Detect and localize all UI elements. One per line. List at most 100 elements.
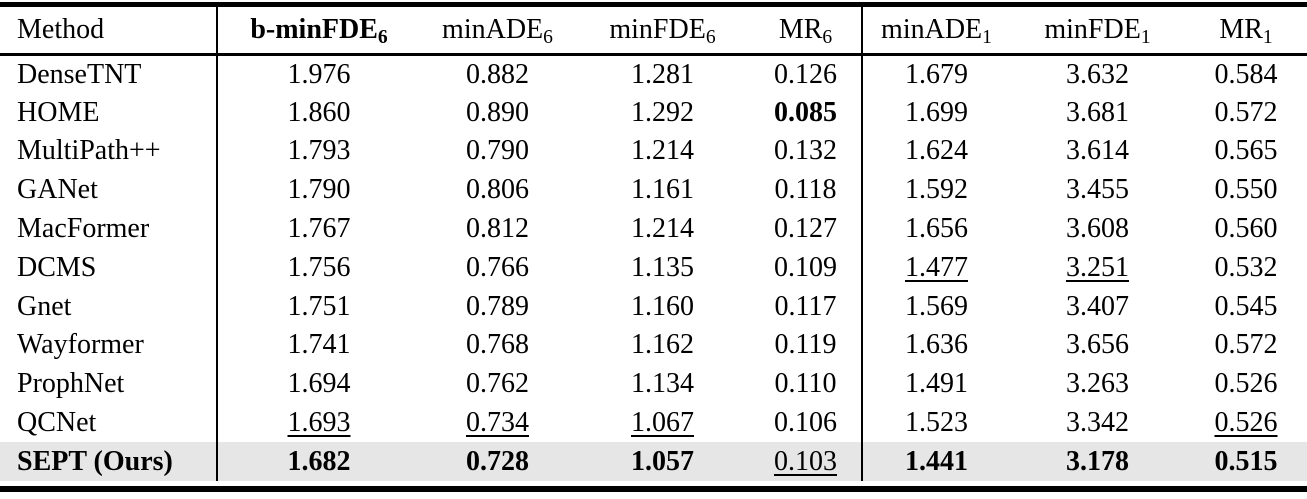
metric-cell: 1.134 [575,365,750,404]
metric-value: 1.134 [631,368,694,400]
metric-cell: 0.768 [420,326,575,365]
metric-cell: 0.565 [1185,132,1307,171]
header-minade6: minADE6 [420,7,575,56]
header-subscript: 6 [543,26,553,48]
metric-value: 1.767 [287,213,351,245]
metric-value: 0.890 [466,96,529,128]
results-table: Method b-minFDE6 minADE6 minFDE6 MR6 min… [0,7,1307,482]
table-row: DenseTNT 1.976 0.882 1.281 0.126 1.679 3.632 0.… [0,54,1307,94]
metric-value: 0.126 [774,58,837,90]
header-method: Method [0,7,217,56]
table-row: MacFormer 1.767 0.812 1.214 0.127 1.656 3.608 0… [0,209,1307,249]
metric-value: 0.762 [466,368,529,400]
metric-cell: 0.106 [750,404,862,443]
table-row: HOME 1.860 0.890 1.292 0.085 1.699 3.681 0.572 [0,93,1307,133]
metric-value: 1.162 [631,329,694,361]
metric-value: 0.106 [774,407,837,439]
metric-cell: 1.767 [216,209,420,249]
metric-value: 0.110 [774,368,837,400]
method-cell: SEPT (Ours) [0,442,217,481]
metric-value: 3.632 [1066,58,1129,90]
method-cell: HOME [0,93,217,132]
metric-value: 3.614 [1066,135,1129,167]
metric-value: 0.132 [774,135,837,167]
metric-value: 1.699 [905,96,968,128]
method-label: QCNet [17,407,97,439]
metric-value: 0.572 [1214,329,1278,361]
metric-value: 3.455 [1066,174,1129,206]
metric-cell: 0.126 [750,55,862,94]
metric-value: 0.109 [774,251,837,283]
table-row: Gnet 1.751 0.789 1.160 0.117 1.569 3.407 0.545 [0,287,1307,327]
header-b-minfde6: b-minFDE6 [216,7,420,56]
metric-cell: 1.860 [216,93,420,133]
method-label: ProphNet [17,368,125,400]
metric-value: 0.127 [774,213,837,245]
metric-value: 0.515 [1214,445,1278,477]
method-cell: DCMS [0,248,217,287]
metric-cell: 3.455 [1010,171,1185,210]
metric-value: 3.342 [1066,407,1129,439]
header-minfde1: minFDE1 [1010,7,1185,56]
metric-cell: 1.756 [216,248,420,288]
metric-cell: 1.292 [575,93,750,132]
metric-cell: 0.890 [420,93,575,132]
method-label: MultiPath++ [17,135,161,167]
metric-value: 0.526 [1214,368,1278,400]
metric-value: 0.103 [774,445,837,477]
metric-cell: 0.545 [1185,287,1307,326]
metric-value: 1.624 [905,135,968,167]
metric-cell: 1.592 [861,170,1010,210]
metric-value: 1.756 [287,251,351,283]
metric-cell: 1.679 [861,54,1010,94]
metric-value: 0.812 [466,213,529,245]
metric-value: 1.679 [905,58,968,90]
metric-cell: 0.550 [1185,171,1307,210]
metric-cell: 0.734 [420,404,575,443]
metric-value: 0.550 [1214,174,1278,206]
metric-value: 1.656 [905,213,968,245]
table-row: MultiPath++ 1.793 0.790 1.214 0.132 1.624 3.61… [0,132,1307,171]
metric-value: 0.882 [466,58,529,90]
metric-value: 3.251 [1066,251,1129,283]
header-label: minADE [442,14,544,45]
method-label: DenseTNT [17,58,142,90]
header-subscript: 6 [822,26,833,48]
metric-cell: 1.067 [575,404,750,443]
metric-cell: 1.214 [575,210,750,249]
metric-cell: 0.766 [420,248,575,287]
metric-cell: 0.118 [750,171,862,210]
metric-cell: 1.693 [216,403,420,443]
metric-cell: 1.624 [861,132,1010,171]
header-label: minFDE [609,14,706,45]
metric-value: 0.085 [774,96,837,128]
method-cell: GANet [0,171,217,210]
metric-cell: 0.127 [750,210,862,249]
metric-cell: 0.762 [420,365,575,404]
metric-value: 0.565 [1214,135,1278,167]
metric-cell: 0.109 [750,248,862,287]
metric-cell: 1.523 [861,403,1010,443]
metric-value: 1.694 [287,368,351,400]
metric-value: 3.656 [1066,329,1129,361]
method-label: MacFormer [17,213,150,245]
method-cell: MacFormer [0,210,217,249]
method-cell: MultiPath++ [0,132,217,171]
header-subscript: 6 [705,26,716,48]
metric-value: 3.263 [1066,368,1129,400]
metric-cell: 1.214 [575,132,750,171]
method-label: HOME [17,96,100,128]
method-cell: ProphNet [0,365,217,404]
metric-cell: 0.560 [1185,210,1307,249]
metric-value: 1.292 [631,96,694,128]
top-rule [0,2,1307,7]
metric-value: 3.608 [1066,213,1129,245]
table-row: Wayformer 1.741 0.768 1.162 0.119 1.636 3.656 0… [0,326,1307,365]
metric-value: 3.407 [1066,290,1129,322]
metric-value: 1.569 [905,290,968,322]
metric-value: 1.693 [287,407,351,439]
header-subscript: 6 [377,26,388,48]
metric-cell: 0.790 [420,132,575,171]
metric-cell: 0.526 [1185,404,1307,443]
